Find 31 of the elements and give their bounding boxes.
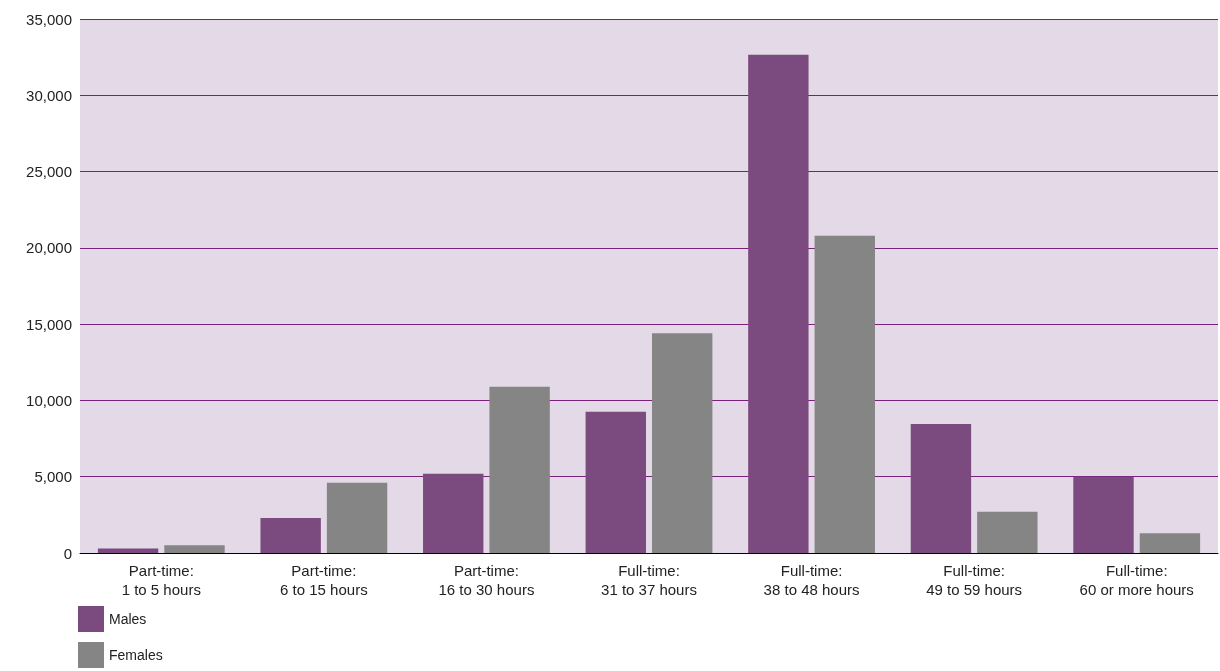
- bar: [489, 386, 550, 553]
- bar: [326, 482, 388, 553]
- y-tick-label: 0: [63, 544, 72, 562]
- x-tick-label: Part-time: 6 to 15 hours: [280, 562, 368, 598]
- y-tick-label: 15,000: [26, 315, 72, 333]
- x-tick-label: Full-time: 31 to 37 hours: [601, 562, 697, 598]
- bar: [97, 548, 159, 553]
- y-tick-label: 5,000: [34, 468, 72, 486]
- y-tick-label: 10,000: [26, 391, 72, 409]
- legend-label: Females: [109, 647, 163, 663]
- x-tick-label: Part-time: 16 to 30 hours: [438, 562, 535, 598]
- bar: [652, 333, 713, 553]
- x-tick-label: Full-time: 60 or more hours: [1079, 562, 1194, 598]
- bar: [1139, 533, 1201, 553]
- legend-label: Males: [109, 611, 147, 627]
- bar: [748, 54, 809, 553]
- x-tick-label: Full-time: 38 to 48 hours: [763, 562, 860, 598]
- y-tick-label: 30,000: [26, 86, 72, 104]
- bar: [164, 545, 225, 553]
- bar: [977, 511, 1038, 553]
- y-tick-label: 35,000: [26, 10, 72, 28]
- bar: [814, 235, 875, 553]
- x-tick-label: Part-time: 1 to 5 hours: [121, 562, 201, 598]
- y-tick-label: 25,000: [26, 163, 72, 181]
- y-tick-label: 20,000: [26, 239, 72, 257]
- bar: [260, 517, 321, 553]
- bar: [423, 473, 484, 553]
- bar: [1073, 476, 1134, 553]
- x-tick-label: Full-time: 49 to 59 hours: [926, 562, 1023, 598]
- bar: [585, 411, 646, 553]
- bar: [910, 424, 972, 553]
